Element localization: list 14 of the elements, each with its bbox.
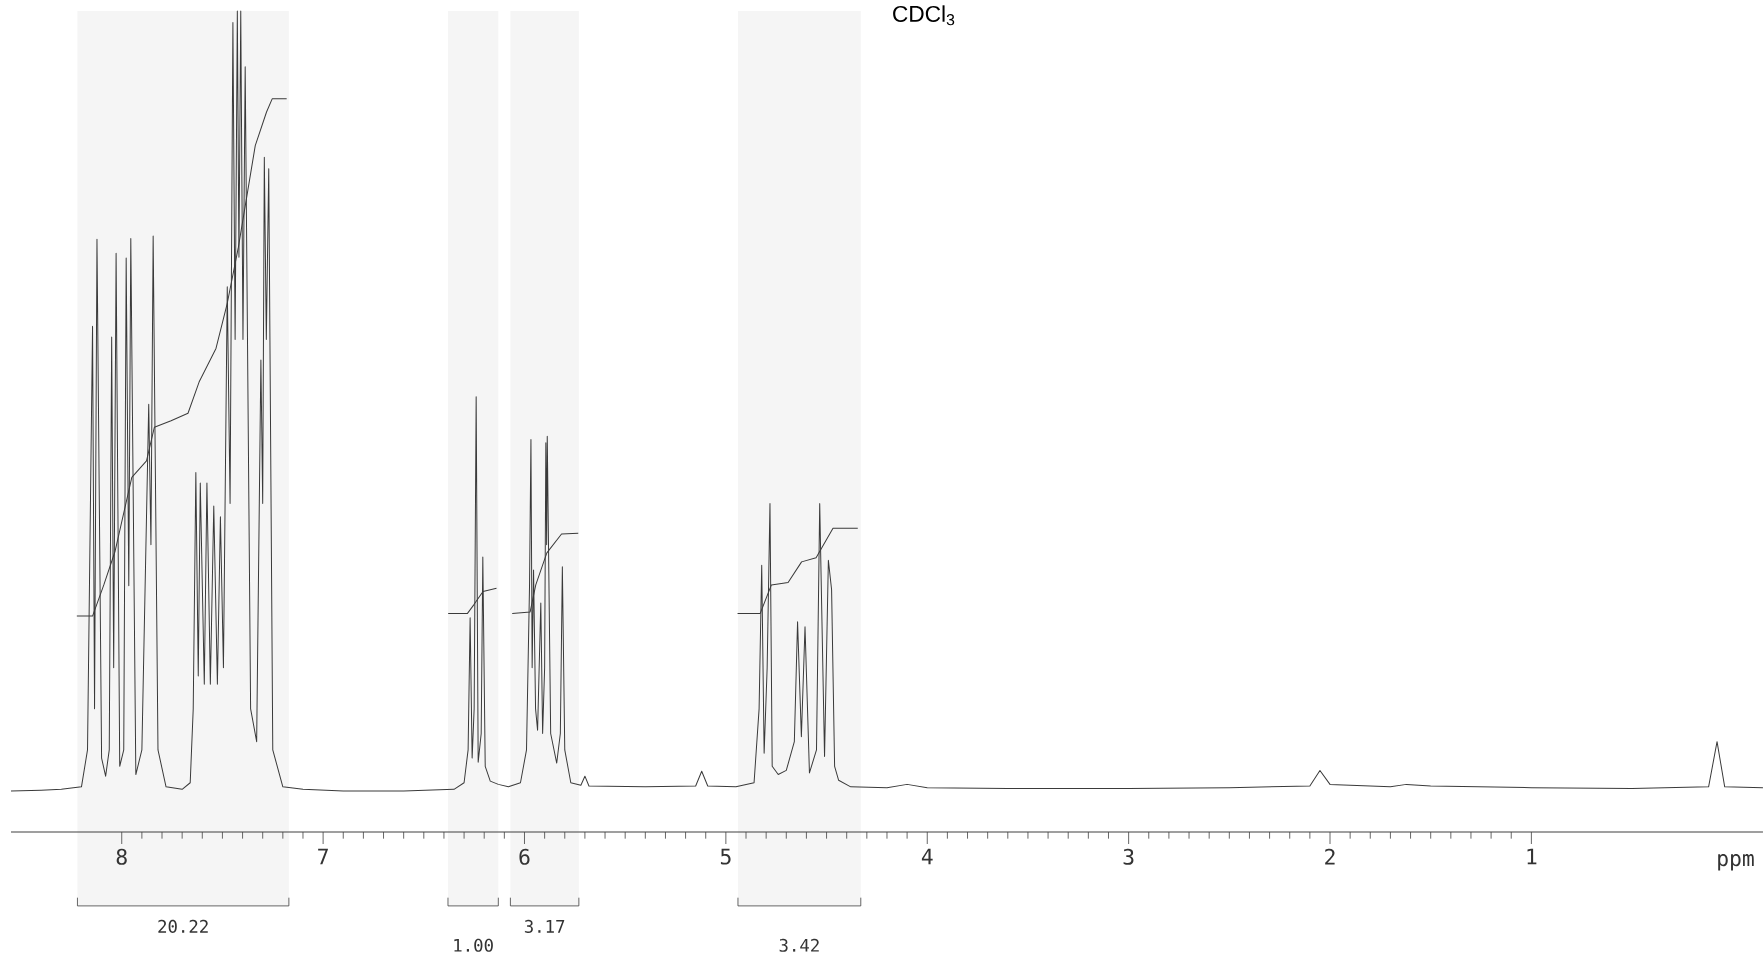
band-label: 3.17: [524, 919, 565, 933]
x-tick-label: 6: [519, 848, 530, 865]
x-tick-label: 4: [921, 848, 933, 865]
x-tick-label: 3: [1123, 848, 1134, 865]
x-tick-label: 5: [720, 848, 731, 865]
chart-title: CDCl$_{3}$: [893, 5, 955, 26]
band-label: 1.00: [454, 938, 493, 952]
x-axis-title: ppm: [1718, 854, 1754, 871]
x-tick-label: 2: [1325, 848, 1335, 865]
x-tick-label: 7: [318, 848, 328, 865]
band-label: 3.42: [779, 938, 819, 952]
band-label: 20.22: [158, 919, 208, 933]
x-tick-label: 8: [116, 848, 127, 865]
x-tick-label: 1: [1527, 848, 1537, 865]
